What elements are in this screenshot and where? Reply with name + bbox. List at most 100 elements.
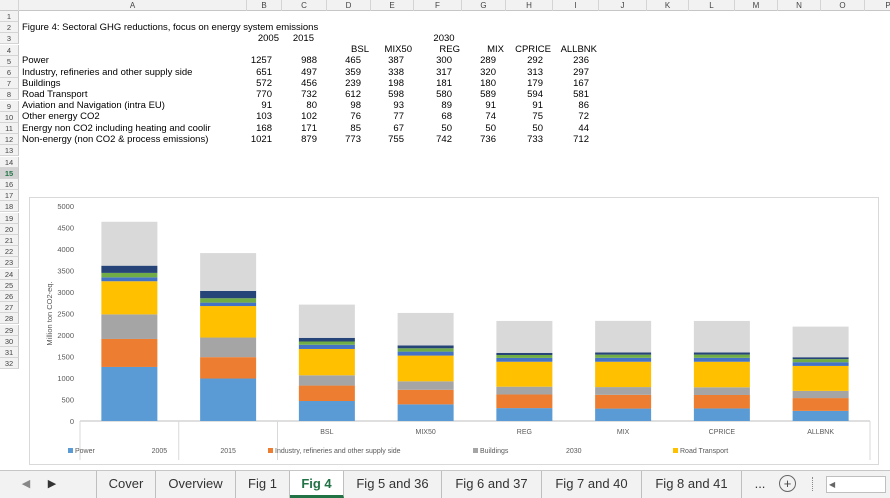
chart-svg: 0 500 1000 1500 2000 2500 3000 3500 4000 4500 5000… (45, 202, 871, 460)
column-header-j[interactable]: J (599, 0, 647, 11)
data-cell: 50 (485, 122, 496, 134)
scroll-right-icon[interactable]: ▶ (47, 478, 57, 490)
data-cell: 456 (301, 77, 317, 89)
data-cell: 181 (436, 77, 452, 89)
column-header-l[interactable]: L (689, 0, 735, 11)
row-header-13[interactable]: 13 (0, 145, 19, 157)
row-header-8[interactable]: 8 (0, 89, 19, 101)
column-header-c[interactable]: C (282, 0, 327, 11)
bar-segment (693, 408, 750, 421)
data-cell: 594 (527, 88, 543, 100)
bar-segment (496, 394, 553, 409)
scrollbar-left-arrow-icon[interactable]: ◀ (829, 480, 836, 489)
row-header-19[interactable]: 19 (0, 212, 19, 224)
row-label: Power (22, 55, 49, 67)
row-header-9[interactable]: 9 (0, 100, 19, 112)
data-cell: 733 (527, 133, 543, 145)
row-header-28[interactable]: 28 (0, 313, 19, 325)
column-header-d[interactable]: D (327, 0, 371, 11)
add-sheet-button[interactable]: + (779, 475, 796, 492)
select-all-corner[interactable] (0, 0, 19, 11)
sectoral-ghg-chart[interactable]: 0 500 1000 1500 2000 2500 3000 3500 4000 4500 5000… (29, 197, 879, 465)
bar-segment (595, 387, 652, 395)
row-header-29[interactable]: 29 (0, 324, 19, 336)
row-header-24[interactable]: 24 (0, 268, 19, 280)
row-header-10[interactable]: 10 (0, 111, 19, 123)
horizontal-scrollbar[interactable]: ◀ (826, 476, 886, 493)
more-tabs-button[interactable]: ... (754, 476, 766, 491)
row-header-2[interactable]: 2 (0, 22, 19, 34)
column-header-k[interactable]: K (647, 0, 689, 11)
column-header-e[interactable]: E (371, 0, 414, 11)
row-header-20[interactable]: 20 (0, 223, 19, 235)
bar-segment (200, 290, 257, 299)
data-cell: 589 (480, 88, 496, 100)
row-header-15[interactable]: 15 (0, 167, 19, 179)
row-header-11[interactable]: 11 (0, 123, 19, 134)
y-tick-label: 5000 (57, 202, 74, 211)
bar-segment (693, 320, 750, 353)
bar-segment (595, 361, 652, 388)
bar-segment (298, 337, 355, 342)
column-header-h[interactable]: H (506, 0, 553, 11)
column-header-a[interactable]: A (19, 0, 247, 11)
row-header-32[interactable]: 32 (0, 358, 19, 370)
sheet-tab-fig-4[interactable]: Fig 4 (290, 471, 344, 498)
row-header-6[interactable]: 6 (0, 67, 19, 78)
column-header-o[interactable]: O (821, 0, 865, 11)
sheet-tab-fig-7-and-40[interactable]: Fig 7 and 40 (542, 471, 642, 498)
row-header-23[interactable]: 23 (0, 257, 19, 269)
bar-segment (693, 354, 750, 358)
row-header-31[interactable]: 31 (0, 347, 19, 358)
sheet-tab-overview[interactable]: Overview (156, 471, 236, 498)
column-header-m[interactable]: M (735, 0, 778, 11)
column-header-b[interactable]: B (247, 0, 282, 11)
data-cell: 198 (388, 77, 404, 89)
scenario-header: MIX (487, 44, 504, 56)
row-header-25[interactable]: 25 (0, 279, 19, 291)
column-header-f[interactable]: F (414, 0, 462, 11)
row-header-26[interactable]: 26 (0, 291, 19, 302)
scroll-left-icon[interactable]: ◀ (21, 478, 31, 490)
sheet-tab-cover[interactable]: Cover (96, 471, 156, 498)
row-header-4[interactable]: 4 (0, 44, 19, 56)
x-group-label: 2005 (152, 448, 168, 455)
sheet-tab-fig-8-and-41[interactable]: Fig 8 and 41 (642, 471, 742, 498)
tab-splitter-handle[interactable] (812, 477, 815, 491)
row-header-3[interactable]: 3 (0, 33, 19, 45)
row-header-18[interactable]: 18 (0, 201, 19, 213)
row-header-1[interactable]: 1 (0, 11, 19, 22)
row-header-17[interactable]: 17 (0, 190, 19, 202)
bar-segment (595, 352, 652, 355)
y-axis-label: Million ton CO2-eq. (45, 281, 54, 345)
column-header-g[interactable]: G (462, 0, 506, 11)
row-header-21[interactable]: 21 (0, 235, 19, 246)
data-cell: 91 (532, 100, 543, 112)
column-header-i[interactable]: I (553, 0, 599, 11)
bar-segment (200, 298, 257, 303)
row-header-30[interactable]: 30 (0, 335, 19, 347)
row-header-5[interactable]: 5 (0, 55, 19, 67)
row-header-14[interactable]: 14 (0, 156, 19, 168)
data-cell: 1021 (250, 133, 272, 145)
column-header-p[interactable]: P (865, 0, 890, 11)
row-header-7[interactable]: 7 (0, 78, 19, 90)
scenario-header: CPRICE (515, 44, 551, 56)
sheet-tab-fig-1[interactable]: Fig 1 (236, 471, 290, 498)
data-cell: 50 (441, 122, 452, 134)
bar-segment (101, 338, 158, 367)
data-cell: 236 (573, 55, 589, 67)
data-cell: 98 (350, 100, 361, 112)
y-tick-label: 3000 (57, 288, 74, 297)
row-header-12[interactable]: 12 (0, 134, 19, 146)
bar-segment (101, 366, 158, 421)
row-header-16[interactable]: 16 (0, 179, 19, 190)
sheet-tab-fig-6-and-37[interactable]: Fig 6 and 37 (442, 471, 542, 498)
column-header-n[interactable]: N (778, 0, 821, 11)
row-header-22[interactable]: 22 (0, 246, 19, 258)
sheet-tab-fig-5-and-36[interactable]: Fig 5 and 36 (344, 471, 442, 498)
bar-segment (101, 277, 158, 282)
bar-segment (298, 344, 355, 349)
row-header-27[interactable]: 27 (0, 302, 19, 314)
